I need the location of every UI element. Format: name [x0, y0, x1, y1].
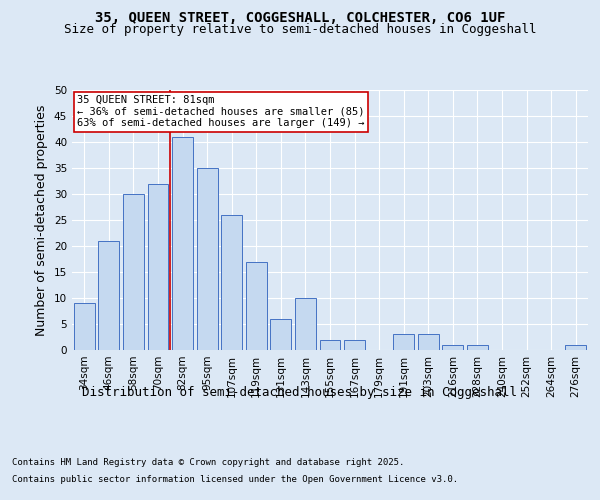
Bar: [172, 137, 193, 350]
Bar: [295, 298, 316, 350]
Bar: [98, 241, 119, 350]
Bar: [221, 215, 242, 350]
Y-axis label: Number of semi-detached properties: Number of semi-detached properties: [35, 104, 49, 336]
Bar: [123, 194, 144, 350]
Bar: [246, 262, 267, 350]
Bar: [148, 184, 169, 350]
Bar: [197, 168, 218, 350]
Bar: [271, 319, 292, 350]
Text: Distribution of semi-detached houses by size in Coggeshall: Distribution of semi-detached houses by …: [83, 386, 517, 399]
Text: Contains HM Land Registry data © Crown copyright and database right 2025.: Contains HM Land Registry data © Crown c…: [12, 458, 404, 467]
Text: Contains public sector information licensed under the Open Government Licence v3: Contains public sector information licen…: [12, 474, 458, 484]
Bar: [393, 334, 414, 350]
Bar: [442, 345, 463, 350]
Bar: [467, 345, 488, 350]
Text: 35 QUEEN STREET: 81sqm
← 36% of semi-detached houses are smaller (85)
63% of sem: 35 QUEEN STREET: 81sqm ← 36% of semi-det…: [77, 95, 365, 128]
Text: 35, QUEEN STREET, COGGESHALL, COLCHESTER, CO6 1UF: 35, QUEEN STREET, COGGESHALL, COLCHESTER…: [95, 10, 505, 24]
Bar: [74, 303, 95, 350]
Text: Size of property relative to semi-detached houses in Coggeshall: Size of property relative to semi-detach…: [64, 24, 536, 36]
Bar: [418, 334, 439, 350]
Bar: [320, 340, 340, 350]
Bar: [565, 345, 586, 350]
Bar: [344, 340, 365, 350]
